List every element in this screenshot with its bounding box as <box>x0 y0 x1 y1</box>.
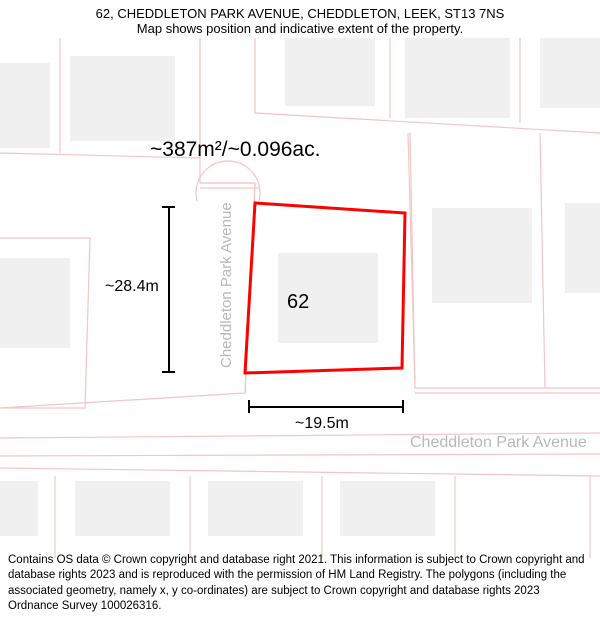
width-dimension-tick-right <box>402 400 404 413</box>
map-footer: Contains OS data © Crown copyright and d… <box>0 549 600 625</box>
street-name-horizontal: Cheddleton Park Avenue <box>410 434 587 452</box>
map-header: 62, CHEDDLETON PARK AVENUE, CHEDDLETON, … <box>0 0 600 38</box>
width-dimension-tick-left <box>248 400 250 413</box>
map-title: 62, CHEDDLETON PARK AVENUE, CHEDDLETON, … <box>10 6 590 21</box>
copyright-text: Contains OS data © Crown copyright and d… <box>8 553 592 615</box>
map-canvas: ~387m²/~0.096ac. Cheddleton Park Avenue … <box>0 38 600 558</box>
area-label: ~387m²/~0.096ac. <box>150 138 320 162</box>
height-dimension-tick-bottom <box>162 371 175 373</box>
height-dimension-line <box>168 206 170 371</box>
width-dimension-label: ~19.5m <box>295 415 349 433</box>
map-subtitle: Map shows position and indicative extent… <box>10 21 590 36</box>
height-dimension-tick-top <box>162 206 175 208</box>
width-dimension-line <box>248 406 402 408</box>
height-dimension-label: ~28.4m <box>105 278 159 296</box>
house-number: 62 <box>287 291 309 314</box>
street-name-vertical: Cheddleton Park Avenue <box>218 202 235 368</box>
